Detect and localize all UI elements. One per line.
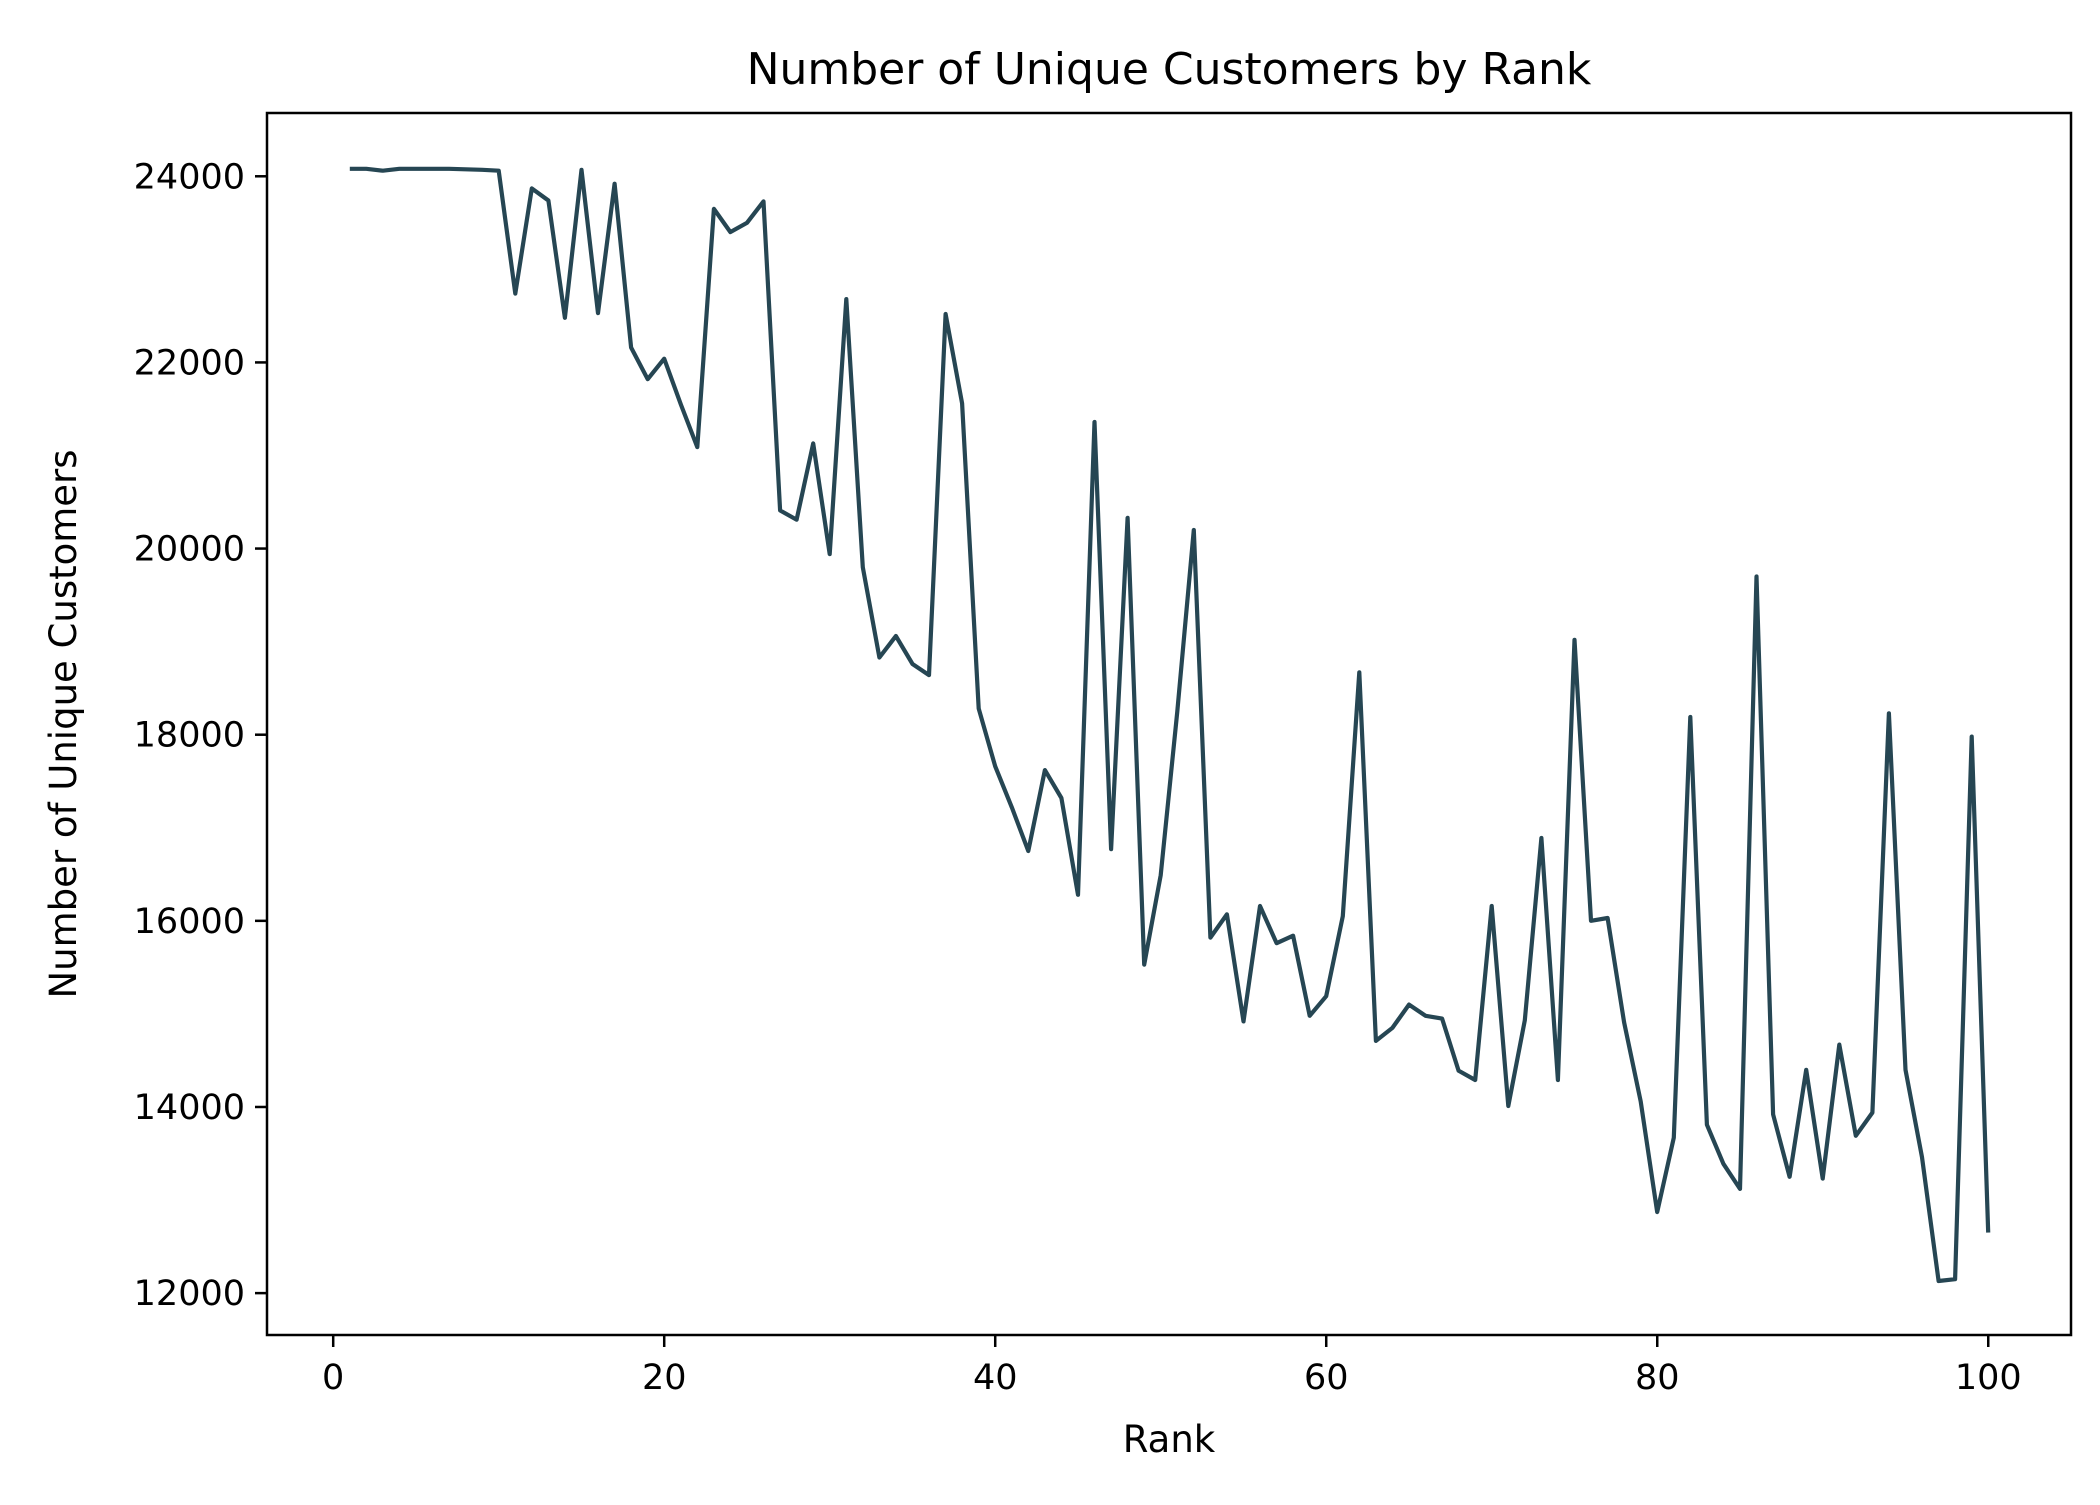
y-tick-label: 12000 — [134, 1274, 245, 1314]
x-tick-label: 0 — [322, 1358, 344, 1398]
x-tick-label: 100 — [1955, 1358, 2022, 1398]
series-line-0 — [349, 166, 1991, 1284]
y-tick-label: 18000 — [134, 716, 245, 756]
y-tick-label: 20000 — [134, 530, 245, 570]
x-tick-label: 60 — [1304, 1358, 1349, 1398]
plot-area-frame — [265, 111, 2073, 1337]
x-axis-label: Rank — [1123, 1418, 1216, 1461]
x-axis-ticks: 0 20 40 60 80 100 — [322, 1335, 2022, 1398]
x-tick-label: 80 — [1635, 1358, 1680, 1398]
y-axis-ticks: 12000 14000 16000 18000 20000 22000 24000 — [134, 157, 267, 1314]
x-tick-label: 40 — [973, 1358, 1018, 1398]
y-tick-label: 16000 — [134, 902, 245, 942]
y-tick-label: 22000 — [134, 343, 245, 383]
y-tick-label: 14000 — [134, 1088, 245, 1128]
chart-title: Number of Unique Customers by Rank — [747, 44, 1592, 95]
x-tick-label: 20 — [642, 1358, 687, 1398]
y-axis-label: Number of Unique Customers — [42, 449, 85, 998]
y-tick-label: 24000 — [134, 157, 245, 197]
plot-layer — [349, 166, 1991, 1284]
